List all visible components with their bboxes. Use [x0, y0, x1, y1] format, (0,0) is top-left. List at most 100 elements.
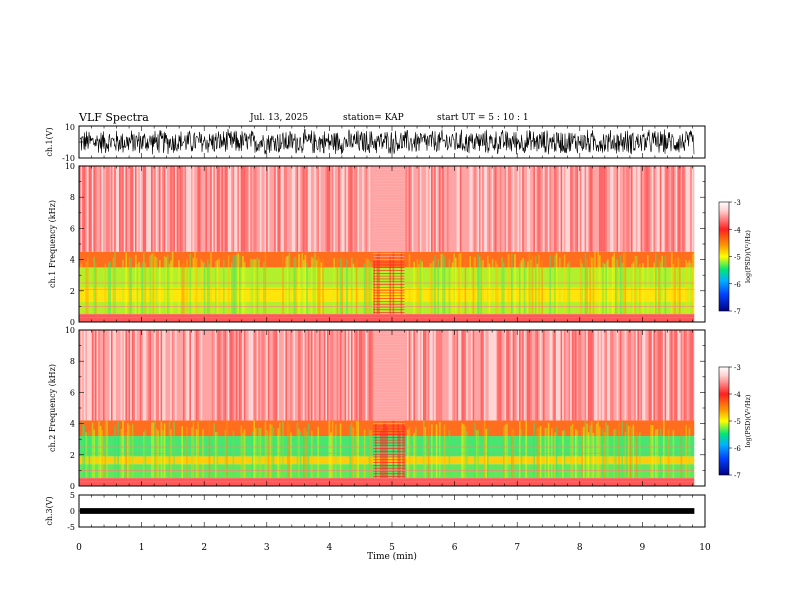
ch1-spec-cell: [192, 257, 195, 315]
ch2-spec-cell: [173, 422, 175, 479]
ch1-spec-streak: [179, 166, 182, 252]
ch2-spec-streak: [298, 330, 300, 421]
ch1-spec-cell: [80, 263, 83, 315]
ch1-spec-cell: [112, 257, 115, 315]
ch1-spec-streak: [119, 166, 121, 252]
ch1-spec-cell: [125, 252, 127, 315]
ch1-spec-streak: [626, 166, 628, 252]
ch1-spec-cell: [306, 262, 308, 315]
ch2-spec-streak: [303, 330, 305, 421]
ch2-spec-streak: [677, 330, 679, 421]
ch2-spec-streak: [507, 330, 510, 421]
ch1-spec-cell: [541, 260, 543, 315]
ch1-spec-streak: [282, 166, 284, 252]
ch2-spec-streak: [579, 330, 582, 421]
ch1-spec-streak: [99, 166, 102, 252]
ch1-spec-cell: [282, 252, 284, 315]
ch1-spec-streak: [579, 166, 582, 252]
ch2-spec-streak: [131, 330, 134, 421]
ch2-spec-streak: [640, 330, 643, 421]
ch2-spec-streak: [240, 330, 243, 421]
ch1-spec-streak: [459, 166, 462, 252]
ch2-spec-streak: [448, 330, 451, 421]
ch1-spec-cell: [109, 261, 111, 315]
ch1-spec-streak: [351, 166, 353, 252]
ch1-spec-cell: [522, 257, 524, 315]
ch2-spec-cell: [152, 422, 155, 479]
ch2-spec-streak: [192, 330, 195, 421]
ch1-spec-cell: [434, 255, 436, 315]
ch1-spec-streak: [458, 166, 460, 252]
ch2-spec-streak: [461, 330, 463, 421]
ch2-spec-streak: [466, 330, 468, 421]
ch2-spec-cell: [114, 425, 116, 479]
ch1-spec-cell: [586, 258, 588, 315]
ch2-spec-streak: [427, 330, 430, 421]
ch1-spec-streak: [147, 166, 150, 252]
ch2-spec-streak: [656, 330, 659, 421]
ch2-spec-streak: [111, 330, 113, 421]
ch1-spec-streak: [485, 166, 487, 252]
ch2-spec-streak: [611, 330, 614, 421]
ch1-spec-streak: [213, 166, 215, 252]
ch1-spec-cell: [154, 256, 156, 315]
ch2-spec-cell: [599, 426, 601, 479]
ch1-spec-cell: [85, 261, 87, 315]
ch1-spec-streak: [591, 166, 593, 252]
ch1-spec-streak: [431, 166, 433, 252]
ch1-spec-cell: [431, 263, 433, 315]
ch2-spec-streak: [243, 330, 246, 421]
ch1-spec-streak: [250, 166, 252, 252]
x-tick-label: 0: [76, 543, 82, 553]
ch1-spec-streak: [171, 166, 174, 252]
ch1-spec-band: [79, 314, 695, 322]
ch2-spec-streak: [539, 330, 542, 421]
ch2-spec-cell: [663, 420, 665, 479]
ch2-spec-cell: [216, 432, 219, 479]
ch1-spec-cell: [339, 258, 342, 315]
ch2-spec-cell: [384, 422, 387, 479]
ch1-spec-streak: [355, 166, 358, 252]
ch2-spec-streak: [139, 330, 142, 421]
ch1-spec-cell: [503, 262, 505, 315]
ch2-spec-cell: [613, 429, 615, 479]
ch2-spec-streak: [187, 330, 190, 421]
ch1-spec-cell: [178, 260, 180, 315]
ch1-spec-streak: [192, 166, 195, 252]
ch1-spec-cell: [336, 259, 339, 315]
ch1-spec-streak: [688, 166, 691, 252]
ch1-spec-streak: [307, 166, 310, 252]
ch1-spec-cell: [531, 255, 534, 315]
ch1-spec-streak: [365, 166, 367, 252]
ch2-spec-streak: [511, 330, 513, 421]
ch1-spec-streak: [296, 166, 299, 252]
ch1-spec-cell: [474, 257, 476, 315]
ch2-spec-cell: [328, 420, 331, 479]
ch2-spec-cell: [331, 421, 334, 479]
ch1-spec-cell: [322, 258, 324, 315]
ch2-spec-cell: [264, 421, 267, 479]
ch2-spec-cell: [363, 429, 366, 479]
ch1-spec-streak: [328, 166, 331, 252]
ch1-spec-streak: [101, 166, 103, 252]
ch2-spec-streak: [125, 330, 127, 421]
ch2-spec-cell: [403, 426, 406, 479]
ch1-spec-streak: [91, 166, 94, 252]
ch2-spec-streak: [523, 330, 526, 421]
ch1-ytick-label: -10: [62, 154, 75, 163]
ch1-spec-cell: [623, 252, 625, 315]
ch1-spec-streak: [546, 166, 548, 252]
ch1-spec-cell: [167, 254, 169, 315]
ch1-spec-streak: [106, 166, 108, 252]
ch1-spec-streak: [570, 166, 572, 252]
ch1-spec-streak: [658, 166, 660, 252]
ch1-spec-streak: [623, 166, 625, 252]
ch1-spec-cell: [253, 259, 255, 315]
ch1-spec-cell: [231, 262, 233, 315]
ch2-spec-cell: [584, 420, 587, 479]
ch2-spec-cell: [483, 420, 486, 479]
ch1-spec-cell: [400, 252, 403, 315]
ch1-spec-cell: [443, 256, 446, 315]
ch2-spec-cell: [106, 420, 108, 479]
ch2-spec-streak: [562, 330, 564, 421]
